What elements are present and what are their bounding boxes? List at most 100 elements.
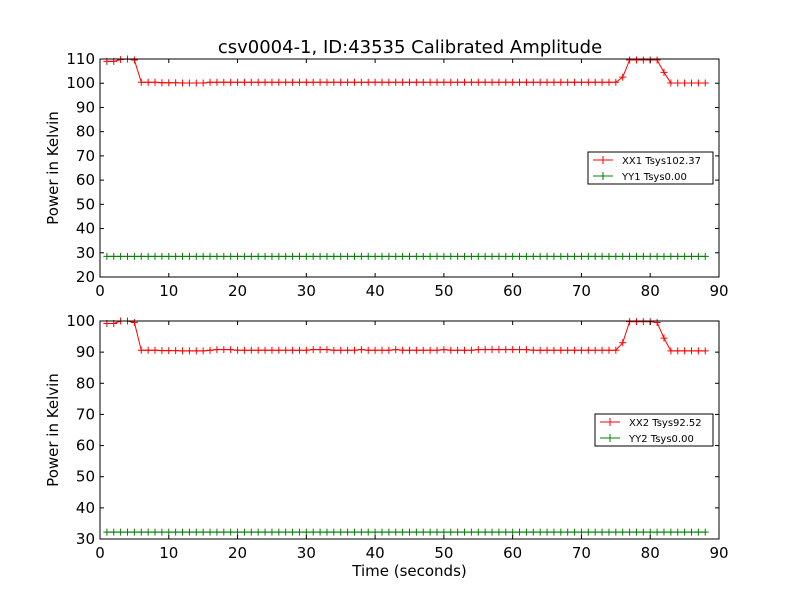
data-point [536,528,544,536]
data-point [240,528,248,536]
data-point [364,252,372,260]
figure-title: csv0004-1, ID:43535 Calibrated Amplitude [218,37,602,58]
data-point [660,528,668,536]
y-axis-label: Power in Kelvin [44,373,62,487]
legend-marker [599,172,607,180]
data-point [282,346,290,354]
data-point [192,347,200,355]
data-point [639,318,647,326]
data-point [192,252,200,260]
x-tick-label: 50 [434,544,453,562]
data-point [474,346,482,354]
data-point [674,252,682,260]
data-point [124,252,132,260]
data-point [447,346,455,354]
data-point [426,528,434,536]
data-point [357,252,365,260]
data-point [137,252,145,260]
data-point [392,528,400,536]
data-point [130,252,138,260]
data-point [454,252,462,260]
data-point [433,346,441,354]
data-point [254,78,262,86]
data-point [254,252,262,260]
data-point [598,346,606,354]
data-point [406,78,413,86]
data-point [172,347,180,355]
data-point [316,78,324,86]
data-point [584,528,592,536]
data-point [440,346,448,354]
data-point [289,78,297,86]
data-point [117,252,125,260]
data-point [481,252,489,260]
data-point [502,346,510,354]
data-point [378,252,386,260]
legend-label: XX2 Tsys92.52 [629,418,702,429]
data-point [474,252,482,260]
data-point [667,528,675,536]
data-point [344,528,352,536]
data-point [412,528,420,536]
data-point [344,346,352,354]
data-point [247,528,255,536]
data-point [701,252,709,260]
data-point [364,528,372,536]
data-point [529,346,537,354]
data-point [137,528,145,536]
legend-box [587,151,714,185]
x-tick-label: 70 [572,282,591,300]
data-point [605,528,613,536]
data-point [488,252,496,260]
data-point [536,78,544,86]
data-point [440,78,448,86]
data-point [467,346,475,354]
y-tick-label: 50 [76,195,95,213]
data-point [172,252,180,260]
data-point [488,528,496,536]
data-point [681,79,689,87]
data-point [433,78,441,86]
data-point [605,78,613,86]
data-point [165,79,173,87]
x-tick-label: 80 [641,544,660,562]
data-point [536,346,544,354]
data-point [529,78,537,86]
data-point [399,346,407,354]
data-point [350,346,358,354]
data-point [144,528,152,536]
data-point [364,346,372,354]
data-point [598,78,606,86]
data-point [522,528,530,536]
data-point [130,56,138,64]
data-point [247,78,255,86]
data-point [433,528,441,536]
data-point [598,528,606,536]
data-point [522,346,530,354]
data-point [406,252,413,260]
legend-box [594,413,714,447]
data-point [110,252,118,260]
data-point [564,346,572,354]
x-tick-label: 0 [95,544,105,562]
data-point [227,528,235,536]
data-point [385,252,393,260]
y-tick-label: 30 [76,530,95,548]
data-point [584,346,592,354]
data-point [309,346,317,354]
data-point [681,528,689,536]
data-point [502,528,510,536]
x-tick-label: 70 [572,544,591,562]
data-point [144,252,152,260]
data-point [392,252,400,260]
data-point [275,252,283,260]
data-point [323,252,331,260]
data-point [481,528,489,536]
data-point [612,346,620,354]
data-point [302,528,310,536]
data-point [687,347,695,355]
data-point [158,79,166,87]
top-plot: 0 10 20 30 40 50 60 70 80 90 20 30 40 50 60 70 80 90 100 11… [44,50,729,300]
data-point [412,252,420,260]
data-point [481,78,489,86]
